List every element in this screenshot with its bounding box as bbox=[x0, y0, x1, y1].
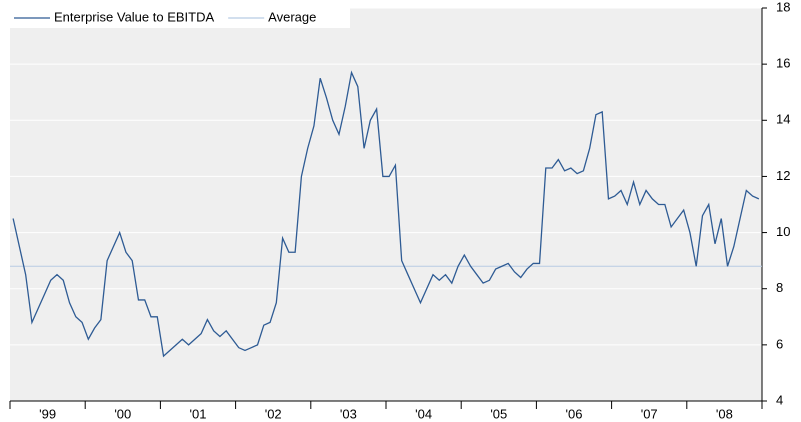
x-tick-label: '02 bbox=[265, 406, 282, 421]
x-tick-label: '07 bbox=[641, 406, 658, 421]
y-tick-label: 12 bbox=[776, 168, 790, 183]
x-tick-label: '01 bbox=[190, 406, 207, 421]
x-tick-label: '08 bbox=[716, 406, 733, 421]
y-tick-label: 10 bbox=[776, 224, 790, 239]
legend-label: Enterprise Value to EBITDA bbox=[54, 9, 214, 24]
legend-label: Average bbox=[268, 9, 316, 24]
legend-box bbox=[10, 8, 350, 28]
y-tick-label: 18 bbox=[776, 0, 790, 14]
x-tick-label: '00 bbox=[114, 406, 131, 421]
y-tick-label: 6 bbox=[776, 336, 783, 351]
y-tick-label: 4 bbox=[776, 392, 783, 407]
y-tick-label: 14 bbox=[776, 112, 790, 127]
plot-area bbox=[10, 8, 762, 401]
data-line bbox=[12, 70, 760, 358]
x-tick-label: '04 bbox=[415, 406, 432, 421]
x-tick-label: '06 bbox=[566, 406, 583, 421]
x-tick-label: '03 bbox=[340, 406, 357, 421]
legend: Enterprise Value to EBITDA Average bbox=[10, 8, 350, 28]
x-tick-label: '05 bbox=[490, 406, 507, 421]
y-tick-label: 16 bbox=[776, 56, 790, 71]
x-tick-label: '99 bbox=[39, 406, 56, 421]
y-tick-label: 8 bbox=[776, 280, 783, 295]
